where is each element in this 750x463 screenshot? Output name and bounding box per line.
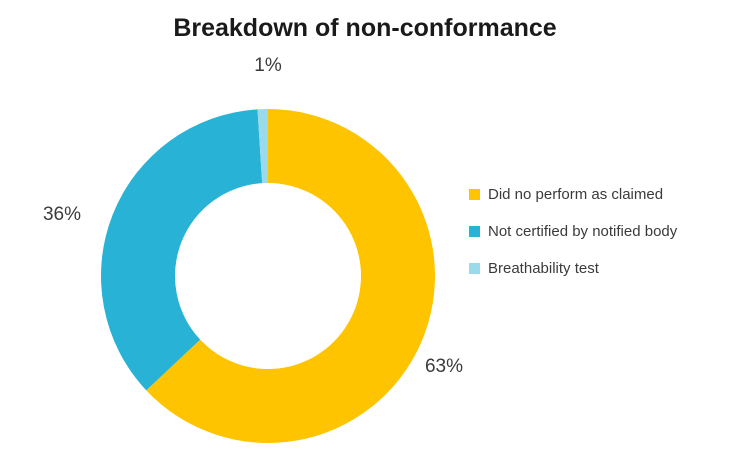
legend-item-not-certified-by-notified-body: Not certified by notified body — [469, 222, 678, 240]
legend: Did no perform as claimed Not certified … — [469, 186, 677, 297]
legend-item-breathability-test: Breathability test — [469, 259, 677, 277]
donut-slice-not-certified-by-notified-body — [100, 109, 263, 391]
data-label-1: 1% — [254, 55, 282, 76]
legend-swatch-icon — [469, 225, 480, 237]
legend-swatch-icon — [469, 188, 480, 200]
donut-slice-did-no-perform-as-claimed — [146, 109, 435, 444]
legend-label: Not certified by notified body — [488, 222, 678, 240]
legend-item-did-no-perform-as-claimed: Did no perform as claimed — [469, 185, 677, 203]
data-label-36: 36% — [42, 204, 82, 225]
legend-label: Did no perform as claimed — [488, 185, 664, 203]
data-label-63: 63% — [424, 356, 464, 377]
legend-label: Breathability test — [488, 259, 599, 277]
chart-title: Breakdown of non-conformance — [173, 14, 557, 42]
legend-swatch-icon — [469, 262, 480, 274]
donut-slice-breathability-test — [257, 109, 268, 184]
